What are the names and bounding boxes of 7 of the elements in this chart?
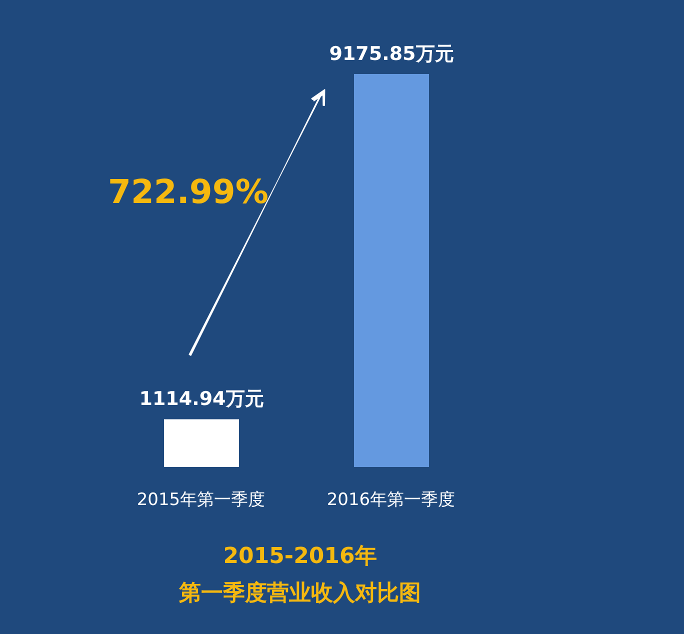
data-label: 1114.94万元 (139, 388, 264, 410)
x-tick-label: 2016年第一季度 (326, 490, 456, 510)
text: 2015-2016年 (222, 543, 378, 571)
annotation: 722.99% (108, 172, 268, 211)
x-tick-label: 2015年第一季度 (136, 490, 266, 510)
text: 第一季度营业收入对比图 (178, 580, 422, 608)
data-label: 9175.85万元 (329, 43, 454, 65)
